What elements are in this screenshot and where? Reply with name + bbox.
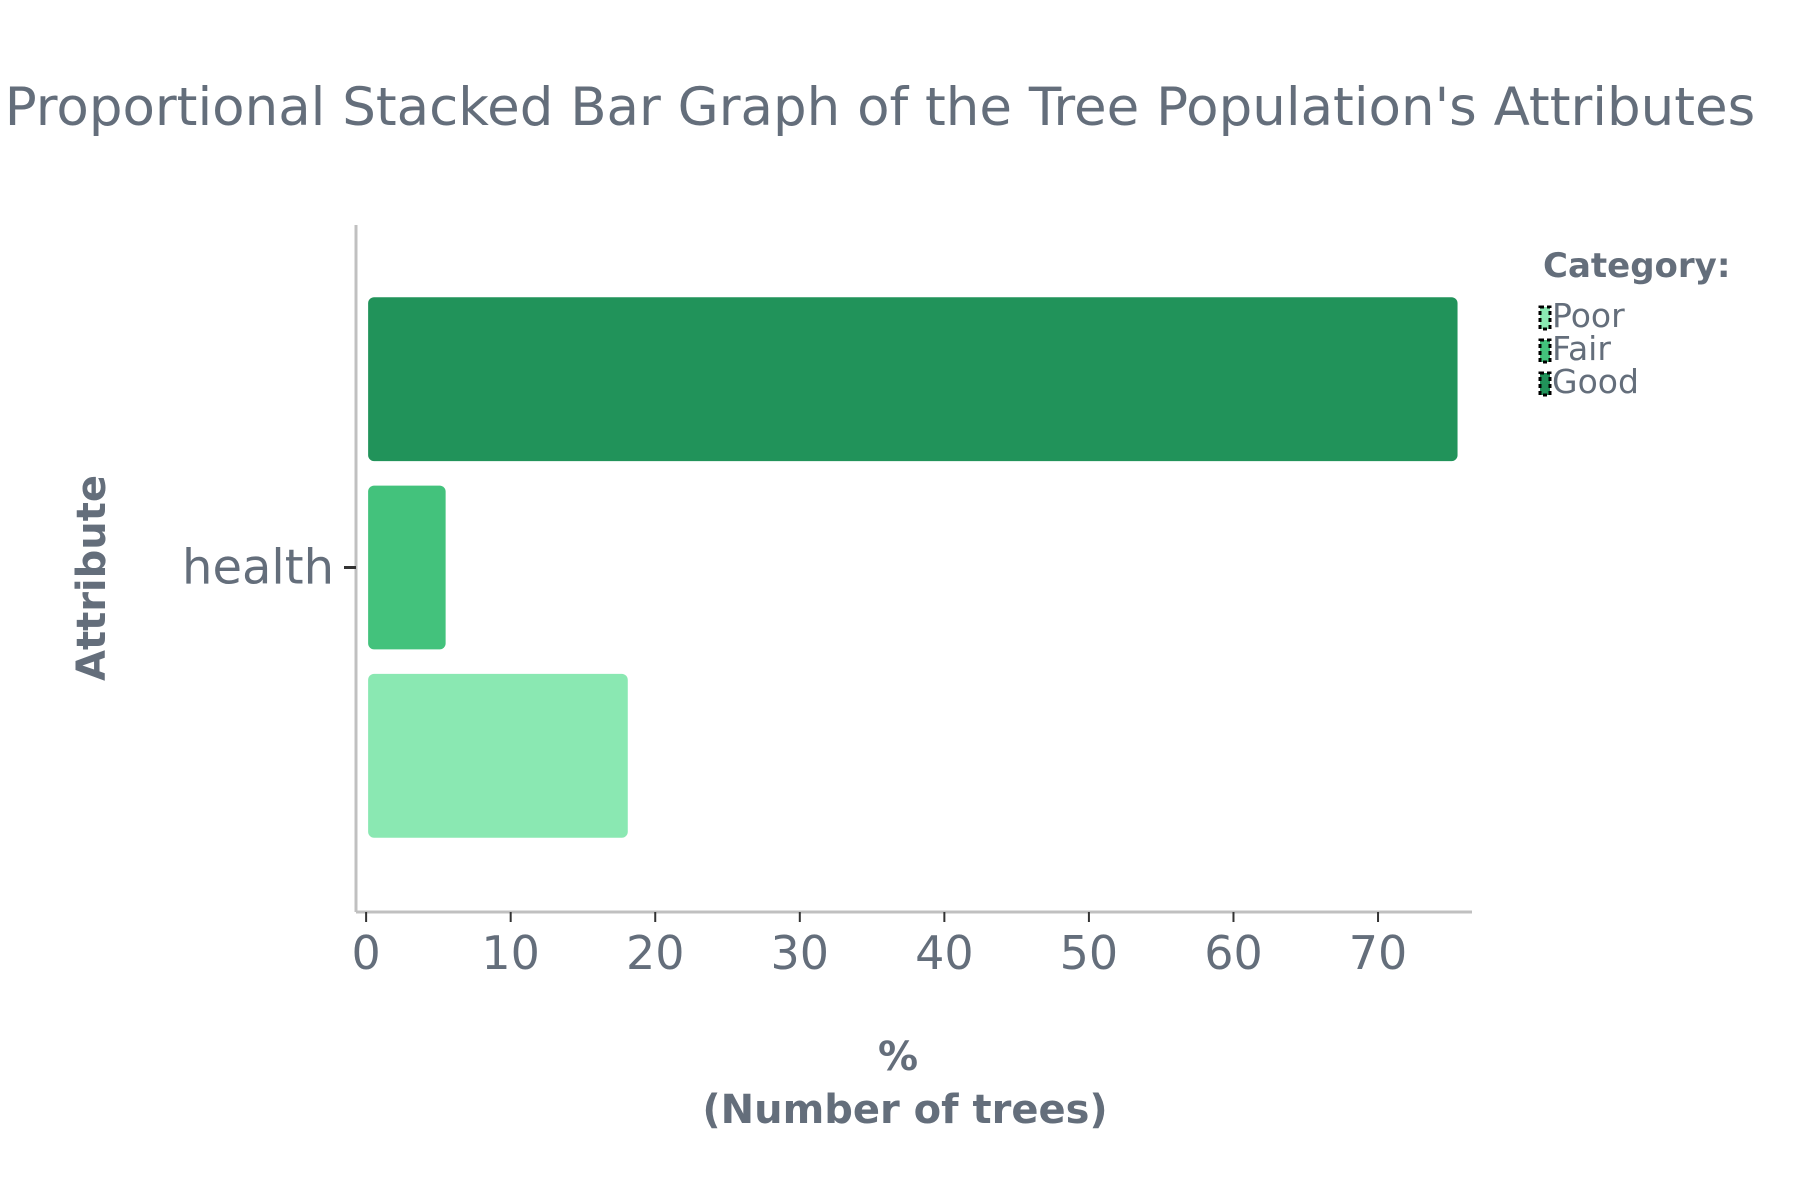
legend-title: Category: — [1543, 246, 1730, 286]
bar-fair — [368, 485, 446, 650]
legend-label-fair: Fair — [1552, 329, 1611, 368]
x-tick-label: 10 — [481, 926, 540, 980]
legend-label-good: Good — [1552, 362, 1639, 401]
x-axis-label-line2: (Number of trees) — [702, 1087, 1107, 1133]
chart-title: Proportional Stacked Bar Graph of the Tr… — [5, 77, 1756, 138]
legend-label-poor: Poor — [1552, 296, 1625, 335]
x-tick-label: 60 — [1204, 926, 1263, 980]
legend-swatch-poor — [1538, 305, 1552, 331]
x-tick-label: 40 — [915, 926, 974, 980]
x-axis-label-line1: % — [878, 1034, 918, 1080]
x-tick-label: 70 — [1349, 926, 1408, 980]
x-tick-label: 50 — [1060, 926, 1119, 980]
plot-area: 0 10 20 30 40 50 60 70 health — [182, 225, 1472, 980]
y-axis-label: Attribute — [69, 475, 115, 681]
y-tick-label: health — [182, 540, 334, 596]
x-tick-label: 0 — [351, 926, 380, 980]
bar-good — [368, 297, 1458, 462]
x-tick-label: 30 — [771, 926, 830, 980]
legend-swatch-good — [1538, 371, 1552, 397]
legend-swatch-fair — [1538, 338, 1552, 364]
bar-poor — [368, 673, 628, 838]
x-tick-label: 20 — [626, 926, 685, 980]
